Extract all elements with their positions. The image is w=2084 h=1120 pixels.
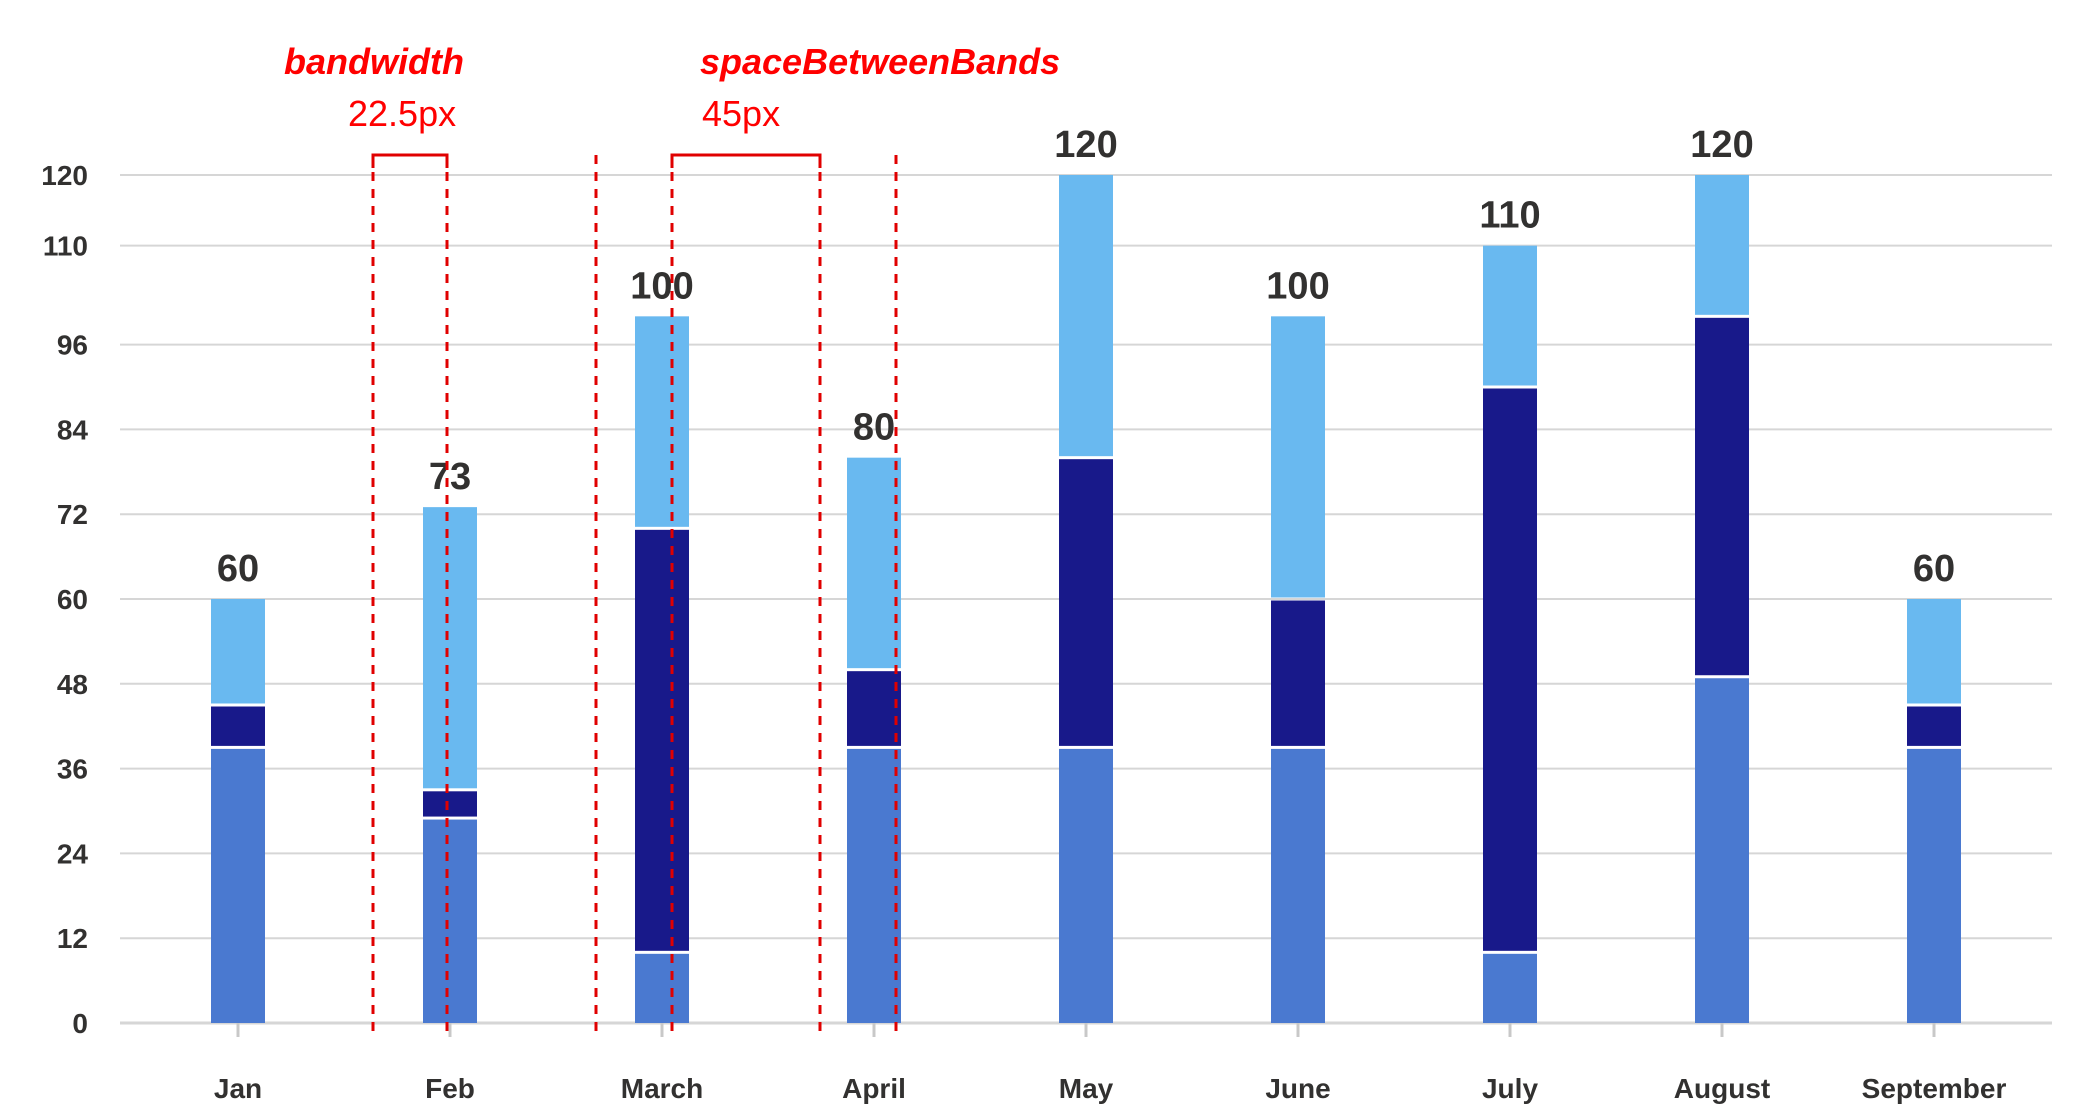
bar-segment [423,819,477,1023]
axes: 0 12 24 36 48 60 72 84 96 110 120 Jan Feb March April M… [41,160,2052,1104]
y-tick-label: 24 [57,838,89,869]
x-tick-label: April [842,1073,906,1104]
x-tick-label: August [1674,1073,1770,1104]
bar-segment [635,529,689,951]
bandwidth-annotation-title: bandwidth [284,41,464,82]
bar-segment [1907,748,1961,1023]
y-tick-label: 12 [57,923,88,954]
bar-segment [423,507,477,789]
x-tick-label: June [1265,1073,1330,1104]
space-between-bands-annotation-value: 45px [702,93,780,134]
bar-segment [1059,175,1113,457]
bar-segment [1483,953,1537,1023]
y-tick-label: 120 [41,160,88,191]
y-tick-label: 60 [57,584,88,615]
bar-total-label: 80 [853,407,895,449]
bar-segment [1695,175,1749,315]
bar-segment [423,791,477,817]
bar-total-label: 60 [217,548,259,590]
bar-segment [1483,245,1537,386]
bar-total-label: 100 [630,265,693,307]
y-tick-label: 110 [43,231,88,262]
bar-segment [1059,748,1113,1023]
y-tick-label: 48 [57,669,88,700]
data-labels: 60 73 100 80 120 100 110 120 60 [217,124,1955,590]
bar-total-label: 100 [1266,265,1329,307]
bar-total-label: 110 [1479,195,1540,237]
bar-total-label: 60 [1913,548,1955,590]
x-tick-label: September [1862,1073,2007,1104]
bar-total-label: 73 [429,456,471,498]
y-tick-label: 36 [57,754,88,785]
x-tick-label: July [1482,1073,1538,1104]
bar-segment [847,457,901,669]
bar-segment [1271,316,1325,598]
bandwidth-bracket [371,153,449,168]
annotations: bandwidth 22.5px spaceBetweenBands 45px [284,41,1060,1033]
bar-total-label: 120 [1054,124,1117,166]
bar-segment [211,748,265,1023]
y-tick-label: 84 [57,414,89,445]
bar-segment [1695,317,1749,676]
space-between-bands-annotation-title: spaceBetweenBands [700,41,1060,82]
bars [211,175,1961,1023]
y-tick-label: 0 [72,1008,88,1039]
x-tick-label: March [621,1073,703,1104]
bar-total-label: 120 [1690,124,1753,166]
bar-segment [1271,600,1325,746]
bar-segment [847,671,901,746]
bar-segment [635,953,689,1023]
bar-segment [1907,706,1961,746]
bar-segment [1059,459,1113,746]
bar-segment [1271,748,1325,1023]
bar-segment [1695,678,1749,1023]
y-tick-label: 72 [57,499,88,530]
bar-segment [635,316,689,527]
bar-segment [1907,599,1961,704]
y-tick-label: 96 [57,330,88,361]
bandwidth-annotation-value: 22.5px [348,93,456,134]
space-between-bands-bracket [670,153,822,168]
bar-segment [211,706,265,746]
x-tick-label: Jan [214,1073,262,1104]
bar-segment [211,599,265,704]
bar-segment [847,748,901,1023]
x-tick-label: May [1059,1073,1114,1104]
x-tick-label: Feb [425,1073,475,1104]
bar-segment [1483,388,1537,951]
